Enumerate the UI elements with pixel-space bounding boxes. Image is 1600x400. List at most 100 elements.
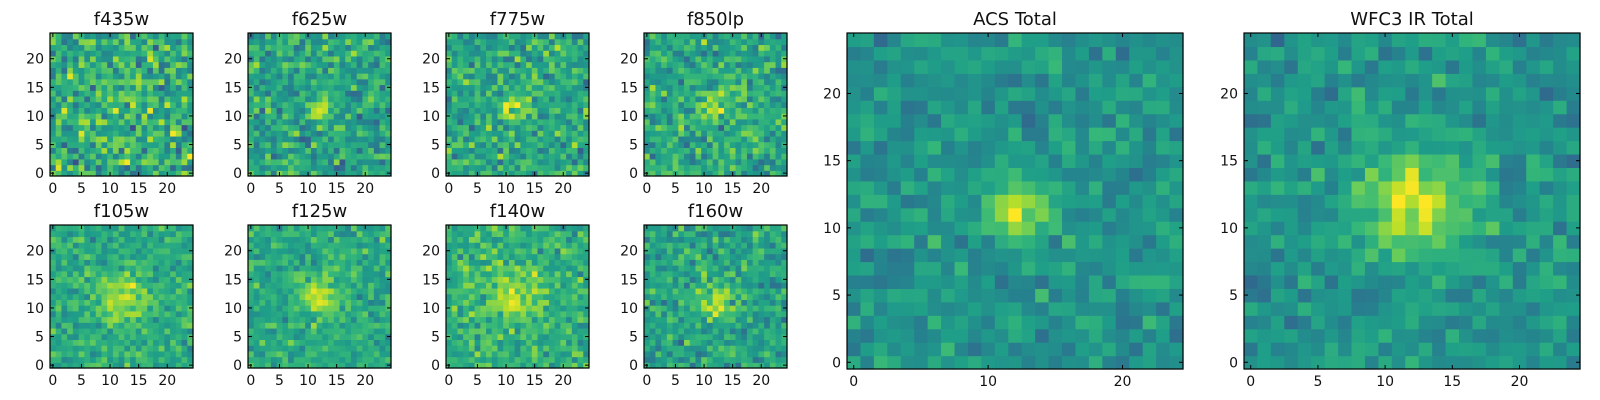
heatmap-cell [689, 84, 697, 91]
heatmap-cell [554, 118, 561, 126]
heatmap-cell [769, 55, 777, 63]
heatmap-cell [566, 113, 573, 120]
heatmap-cell [158, 259, 165, 266]
heatmap-cell [451, 73, 459, 80]
heatmap-cell [577, 350, 584, 358]
heatmap-cell [764, 170, 771, 177]
heatmap-cell [248, 356, 255, 363]
heatmap-cell [543, 61, 550, 68]
heatmap-cell [566, 236, 573, 243]
heatmap-cell [50, 265, 57, 272]
heatmap-cell [497, 327, 504, 335]
heatmap-cell [695, 362, 702, 369]
heatmap-cell [61, 124, 68, 131]
heatmap-cell [350, 339, 358, 346]
heatmap-cell [666, 276, 674, 283]
heatmap-cell [78, 310, 85, 318]
heatmap-cell [706, 84, 714, 91]
heatmap-cell [644, 101, 651, 108]
heatmap-cell [491, 153, 499, 160]
heatmap-cell [322, 225, 329, 232]
heatmap-cell [345, 95, 352, 103]
heatmap-cell [769, 38, 777, 46]
heatmap-cell [293, 327, 301, 335]
heatmap-cell [253, 141, 261, 148]
heatmap-cell [379, 141, 386, 148]
heatmap-cell [55, 33, 63, 40]
heatmap-cell [724, 322, 731, 329]
heatmap-cell [457, 153, 464, 160]
heatmap-cell [543, 170, 550, 177]
heatmap-cell [463, 113, 470, 120]
heatmap-cell [537, 293, 544, 300]
heatmap-cell [112, 247, 120, 255]
heatmap-cell [259, 164, 266, 171]
heatmap-cell [543, 113, 550, 120]
heatmap-cell [520, 259, 527, 266]
heatmap-cell [107, 310, 114, 318]
heatmap-cell [299, 362, 306, 369]
heatmap-cell [248, 164, 255, 171]
heatmap-cell [141, 141, 148, 148]
heatmap-cell [583, 44, 590, 51]
heatmap-cell [61, 147, 68, 154]
heatmap-cell [503, 356, 510, 363]
heatmap-cell [181, 259, 188, 266]
heatmap-cell [746, 164, 754, 171]
heatmap-cell [514, 124, 521, 131]
heatmap-cell [310, 141, 318, 148]
heatmap-cell [362, 95, 369, 103]
heatmap-cell [571, 124, 579, 131]
heatmap-cell [259, 327, 266, 335]
heatmap-cell [135, 147, 143, 154]
heatmap-cell [554, 322, 561, 329]
heatmap-cell [385, 322, 392, 329]
heatmap-cell [107, 73, 114, 80]
heatmap-cell [368, 33, 375, 40]
heatmap-cell [90, 170, 97, 177]
heatmap-cell [130, 339, 137, 346]
heatmap-cell [566, 265, 573, 272]
heatmap-cell [368, 38, 375, 46]
heatmap-cell [350, 78, 358, 86]
heatmap-cell [147, 118, 154, 126]
heatmap-cell [526, 107, 533, 114]
heatmap-cell [55, 299, 63, 306]
heatmap-cell [61, 242, 68, 249]
heatmap-cell [350, 153, 358, 160]
heatmap-cell [571, 236, 579, 243]
heatmap-cell [78, 276, 85, 283]
heatmap-cell [486, 95, 493, 103]
heatmap-cell [554, 78, 561, 86]
heatmap-cell [560, 282, 567, 289]
heatmap-cell [566, 73, 573, 80]
heatmap-cell [666, 78, 674, 86]
heatmap-cell [95, 287, 103, 295]
heatmap-cell [566, 322, 573, 329]
heatmap-cell [537, 130, 544, 137]
heatmap-cell [61, 230, 68, 238]
heatmap-cell [350, 356, 358, 363]
heatmap-cell [468, 333, 476, 340]
heatmap-cell [78, 287, 85, 295]
heatmap-cell [514, 44, 521, 51]
heatmap-cell [577, 310, 584, 318]
heatmap-cell [764, 124, 771, 131]
heatmap-cell [497, 135, 504, 143]
heatmap-cell [554, 33, 561, 40]
heatmap-cell [548, 33, 556, 40]
heatmap-cell [379, 276, 386, 283]
heatmap-cell [775, 305, 782, 312]
heatmap-cell [729, 73, 737, 80]
heatmap-cell [187, 236, 194, 243]
heatmap-cell [712, 141, 719, 148]
heatmap-cell [548, 164, 556, 171]
heatmap-cell [497, 265, 504, 272]
y-tick-label: 0 [233, 358, 242, 374]
heatmap-cell [474, 113, 481, 120]
heatmap-cell [276, 44, 283, 51]
heatmap-cell [265, 135, 272, 143]
heatmap-cell [712, 78, 719, 86]
heatmap-cell [463, 225, 470, 232]
heatmap-cell [684, 350, 691, 358]
